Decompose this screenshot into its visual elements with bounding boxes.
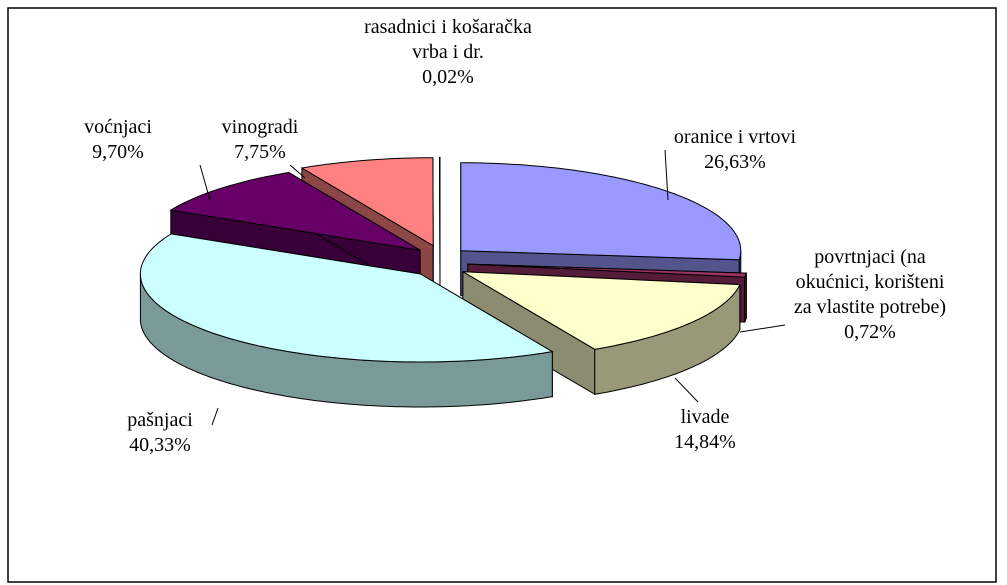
value-label: 26,63%: [704, 151, 766, 173]
value-label: 0,72%: [844, 321, 896, 343]
value-label: 14,84%: [674, 431, 736, 453]
slice-label: rasadnici i košaračka vrba i dr. 0,02%: [361, 15, 536, 90]
leader-line: [674, 377, 699, 403]
value-label: 7,75%: [234, 141, 286, 163]
category-label: livade: [680, 406, 730, 428]
value-label: 9,70%: [92, 141, 144, 163]
slice-label: vinogradi 7,75%: [200, 115, 320, 165]
slice: [169, 171, 421, 251]
category-label: voćnjaci: [84, 116, 152, 138]
slice-label: livade 14,84%: [645, 405, 765, 455]
slice: [300, 157, 434, 247]
slice-wall: [744, 272, 747, 323]
slice-label: oranice i vrtovi 26,63%: [650, 125, 820, 175]
slice: [139, 233, 554, 363]
leader-line: [664, 149, 669, 201]
leader-line: [739, 324, 786, 333]
slice-label: voćnjaci 9,70%: [58, 115, 178, 165]
value-label: 0,02%: [422, 66, 474, 88]
category-label: rasadnici i košaračka vrba i dr.: [364, 16, 532, 63]
slice: [467, 263, 748, 278]
category-label: pašnjaci: [127, 409, 193, 431]
slice: [460, 162, 742, 261]
category-label: oranice i vrtovi: [673, 126, 797, 148]
slice-label: pašnjaci 40,33%: [100, 408, 220, 458]
slice: [462, 271, 741, 350]
category-label: vinogradi: [221, 116, 299, 138]
leader-line: [199, 164, 211, 201]
category-label: povrtnjaci (na okućnici, korišteni za vl…: [793, 246, 947, 318]
leader-line: [211, 407, 219, 426]
value-label: 40,33%: [129, 434, 191, 456]
slice-label: povrtnjaci (na okućnici, korišteni za vl…: [790, 245, 950, 345]
leader-line: [289, 164, 306, 179]
